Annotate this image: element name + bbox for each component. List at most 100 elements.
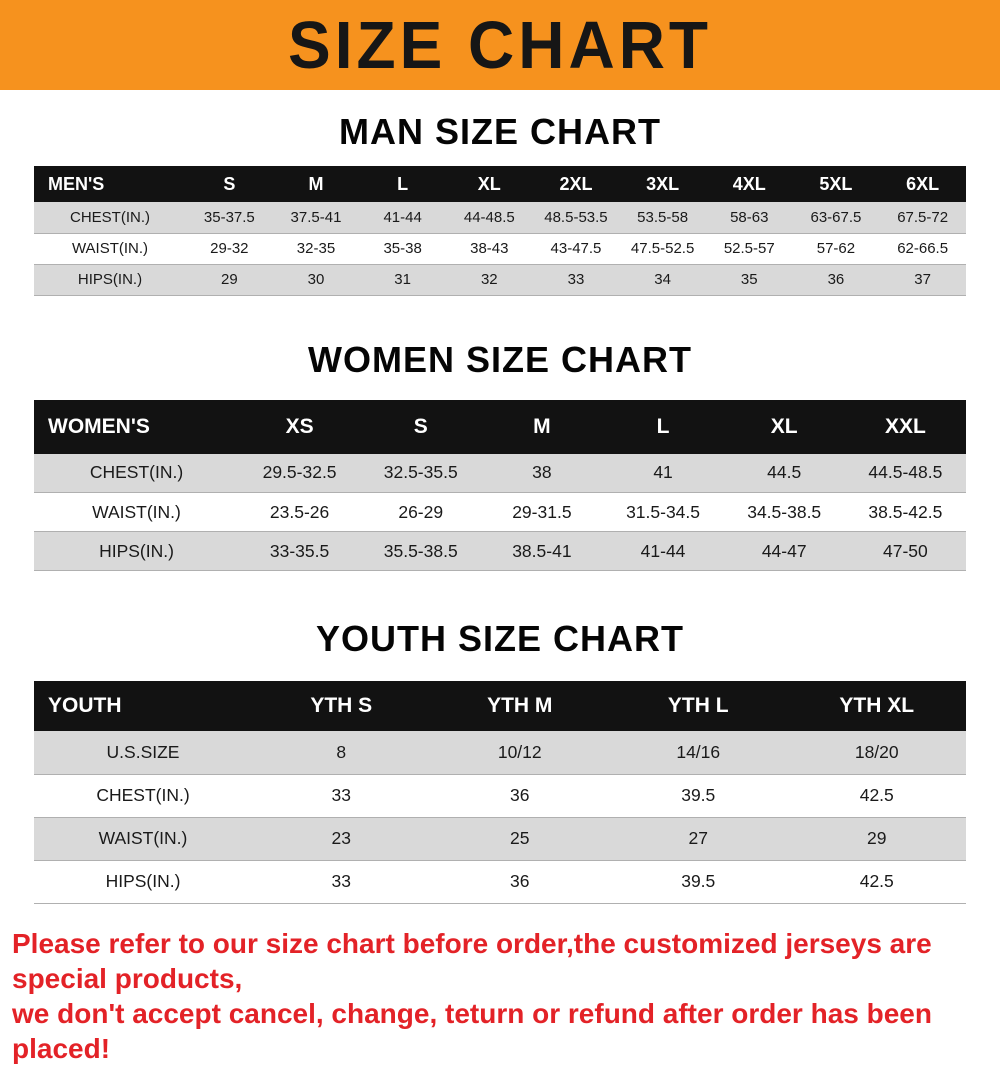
man-size-section: MAN SIZE CHART MEN'S S M L XL 2XL 3XL 4XL 5XL 6XL… bbox=[0, 114, 1000, 296]
value-cell: 32 bbox=[480, 271, 498, 288]
youth-table-body: U.S.SIZE 8 10/12 14/16 18/20 CHEST(IN.) 33 36 39… bbox=[34, 731, 966, 903]
size-header-cell: 5XL bbox=[819, 173, 853, 194]
value-cell: 29 bbox=[220, 271, 238, 288]
value-cell: 44-48.5 bbox=[463, 208, 515, 226]
value-cell: 31.5-34.5 bbox=[626, 501, 701, 522]
value-cell: 36 bbox=[510, 871, 530, 891]
value-cell: 30 bbox=[307, 271, 325, 288]
value-cell: 33-35.5 bbox=[269, 540, 330, 561]
value-cell: 26-29 bbox=[398, 501, 444, 522]
row-label-cell: HIPS(IN.) bbox=[105, 871, 181, 891]
value-cell: 36 bbox=[510, 785, 530, 805]
value-cell: 29-32 bbox=[210, 240, 249, 257]
table-row: WAIST(IN.) 23 25 27 29 bbox=[34, 817, 966, 860]
row-label-cell: CHEST(IN.) bbox=[96, 785, 190, 805]
value-cell: 44.5-48.5 bbox=[868, 462, 943, 483]
size-chart-banner: SIZE CHART bbox=[0, 0, 1000, 90]
size-header-cell: YTH L bbox=[667, 694, 729, 717]
value-cell: 37.5-41 bbox=[290, 208, 342, 226]
value-cell: 42.5 bbox=[859, 785, 894, 805]
value-cell: 33 bbox=[331, 871, 351, 891]
value-cell: 37 bbox=[914, 271, 931, 288]
value-cell: 35-37.5 bbox=[203, 208, 255, 226]
youth-size-section: YOUTH SIZE CHART YOUTH YTH S YTH M YTH L YTH… bbox=[0, 621, 1000, 904]
value-cell: 35-38 bbox=[383, 240, 422, 257]
value-cell: 62-66.5 bbox=[897, 240, 949, 257]
size-header-cell: 3XL bbox=[646, 173, 680, 194]
table-row: HIPS(IN.) 29 30 31 32 33 34 35 36 37 bbox=[34, 264, 966, 295]
value-cell: 31 bbox=[394, 271, 411, 288]
value-cell: 57-62 bbox=[816, 240, 856, 257]
value-cell: 35 bbox=[740, 271, 758, 288]
women-size-table: WOMEN'S XS S M L XL XXL CHEST(IN.) 29.5-32.5 32.… bbox=[34, 399, 966, 572]
size-header-cell: L bbox=[656, 414, 670, 438]
row-label-cell: HIPS(IN.) bbox=[77, 271, 143, 288]
table-row: HIPS(IN.) 33-35.5 35.5-38.5 38.5-41 41-44 44-… bbox=[34, 531, 966, 571]
value-cell: 23.5-26 bbox=[269, 501, 330, 522]
table-row: HIPS(IN.) 33 36 39.5 42.5 bbox=[34, 860, 966, 903]
table-row: CHEST(IN.) 33 36 39.5 42.5 bbox=[34, 774, 966, 817]
value-cell: 23 bbox=[331, 828, 351, 848]
table-row: U.S.SIZE 8 10/12 14/16 18/20 bbox=[34, 731, 966, 774]
row-label-cell: U.S.SIZE bbox=[106, 741, 180, 762]
row-label-cell: CHEST(IN.) bbox=[89, 462, 184, 483]
youth-table-header-row: YOUTH YTH S YTH M YTH L YTH XL bbox=[34, 681, 966, 731]
size-header-cell: YTH M bbox=[487, 694, 553, 717]
value-cell: 8 bbox=[336, 741, 347, 762]
value-cell: 43-47.5 bbox=[550, 240, 602, 257]
row-label-cell: WAIST(IN.) bbox=[92, 501, 181, 522]
size-header-cell: 4XL bbox=[732, 173, 766, 194]
size-chart-title: SIZE CHART bbox=[288, 7, 712, 83]
value-cell: 58-63 bbox=[730, 208, 769, 226]
value-cell: 41-44 bbox=[640, 540, 686, 561]
row-label-cell: WAIST(IN.) bbox=[98, 828, 188, 848]
value-cell: 29-31.5 bbox=[512, 501, 572, 522]
size-header-cell: L bbox=[397, 173, 409, 194]
value-cell: 32-35 bbox=[296, 240, 336, 257]
value-cell: 38-43 bbox=[470, 240, 509, 257]
value-cell: 18/20 bbox=[854, 741, 899, 762]
value-cell: 29 bbox=[867, 828, 887, 848]
value-cell: 29.5-32.5 bbox=[262, 462, 337, 483]
value-cell: 41 bbox=[653, 462, 673, 483]
table-row: CHEST(IN.) 35-37.5 37.5-41 41-44 44-48.5 48.5… bbox=[34, 202, 966, 233]
size-header-cell: XS bbox=[285, 414, 314, 438]
value-cell: 48.5-53.5 bbox=[544, 208, 608, 226]
row-label-cell: CHEST(IN.) bbox=[70, 208, 150, 226]
table-title-cell: MEN'S bbox=[48, 173, 105, 194]
row-label-cell: WAIST(IN.) bbox=[71, 240, 149, 257]
men-table-body: CHEST(IN.) 35-37.5 37.5-41 41-44 44-48.5 48.5… bbox=[34, 202, 966, 295]
youth-size-heading: YOUTH SIZE CHART bbox=[315, 618, 684, 659]
size-header-cell: M bbox=[308, 173, 324, 194]
size-header-cell: XXL bbox=[884, 414, 926, 438]
value-cell: 27 bbox=[688, 828, 708, 848]
size-header-cell: 6XL bbox=[906, 173, 940, 194]
women-table-body: CHEST(IN.) 29.5-32.5 32.5-35.5 38 41 44.5 44.5… bbox=[34, 453, 966, 571]
value-cell: 14/16 bbox=[676, 741, 721, 762]
value-cell: 47-50 bbox=[883, 540, 928, 561]
value-cell: 67.5-72 bbox=[897, 208, 949, 226]
table-row: WAIST(IN.) 29-32 32-35 35-38 38-43 43-47.5 47.… bbox=[34, 233, 966, 264]
row-label-cell: HIPS(IN.) bbox=[99, 540, 174, 561]
value-cell: 32.5-35.5 bbox=[383, 462, 458, 483]
size-header-cell: S bbox=[223, 173, 236, 194]
value-cell: 33 bbox=[567, 271, 585, 288]
size-header-cell: S bbox=[413, 414, 428, 438]
size-header-cell: XL bbox=[477, 173, 501, 194]
value-cell: 25 bbox=[510, 828, 530, 848]
disclaimer-line-2: we don't accept cancel, change, teturn o… bbox=[12, 997, 932, 1064]
value-cell: 52.5-57 bbox=[723, 240, 775, 257]
size-header-cell: XL bbox=[770, 414, 798, 438]
value-cell: 39.5 bbox=[681, 871, 716, 891]
value-cell: 38 bbox=[532, 462, 552, 483]
value-cell: 44.5 bbox=[767, 462, 802, 483]
disclaimer-text: Please refer to our size chart before or… bbox=[12, 926, 986, 1066]
value-cell: 10/12 bbox=[497, 741, 542, 762]
value-cell: 44-47 bbox=[761, 540, 807, 561]
size-header-cell: YTH XL bbox=[839, 694, 915, 717]
women-size-section: WOMEN SIZE CHART WOMEN'S XS S M L XL XXL CHEST… bbox=[0, 341, 1000, 572]
value-cell: 63-67.5 bbox=[810, 208, 862, 226]
value-cell: 34 bbox=[654, 271, 671, 288]
value-cell: 41-44 bbox=[383, 208, 422, 226]
table-title-cell: WOMEN'S bbox=[48, 414, 150, 438]
